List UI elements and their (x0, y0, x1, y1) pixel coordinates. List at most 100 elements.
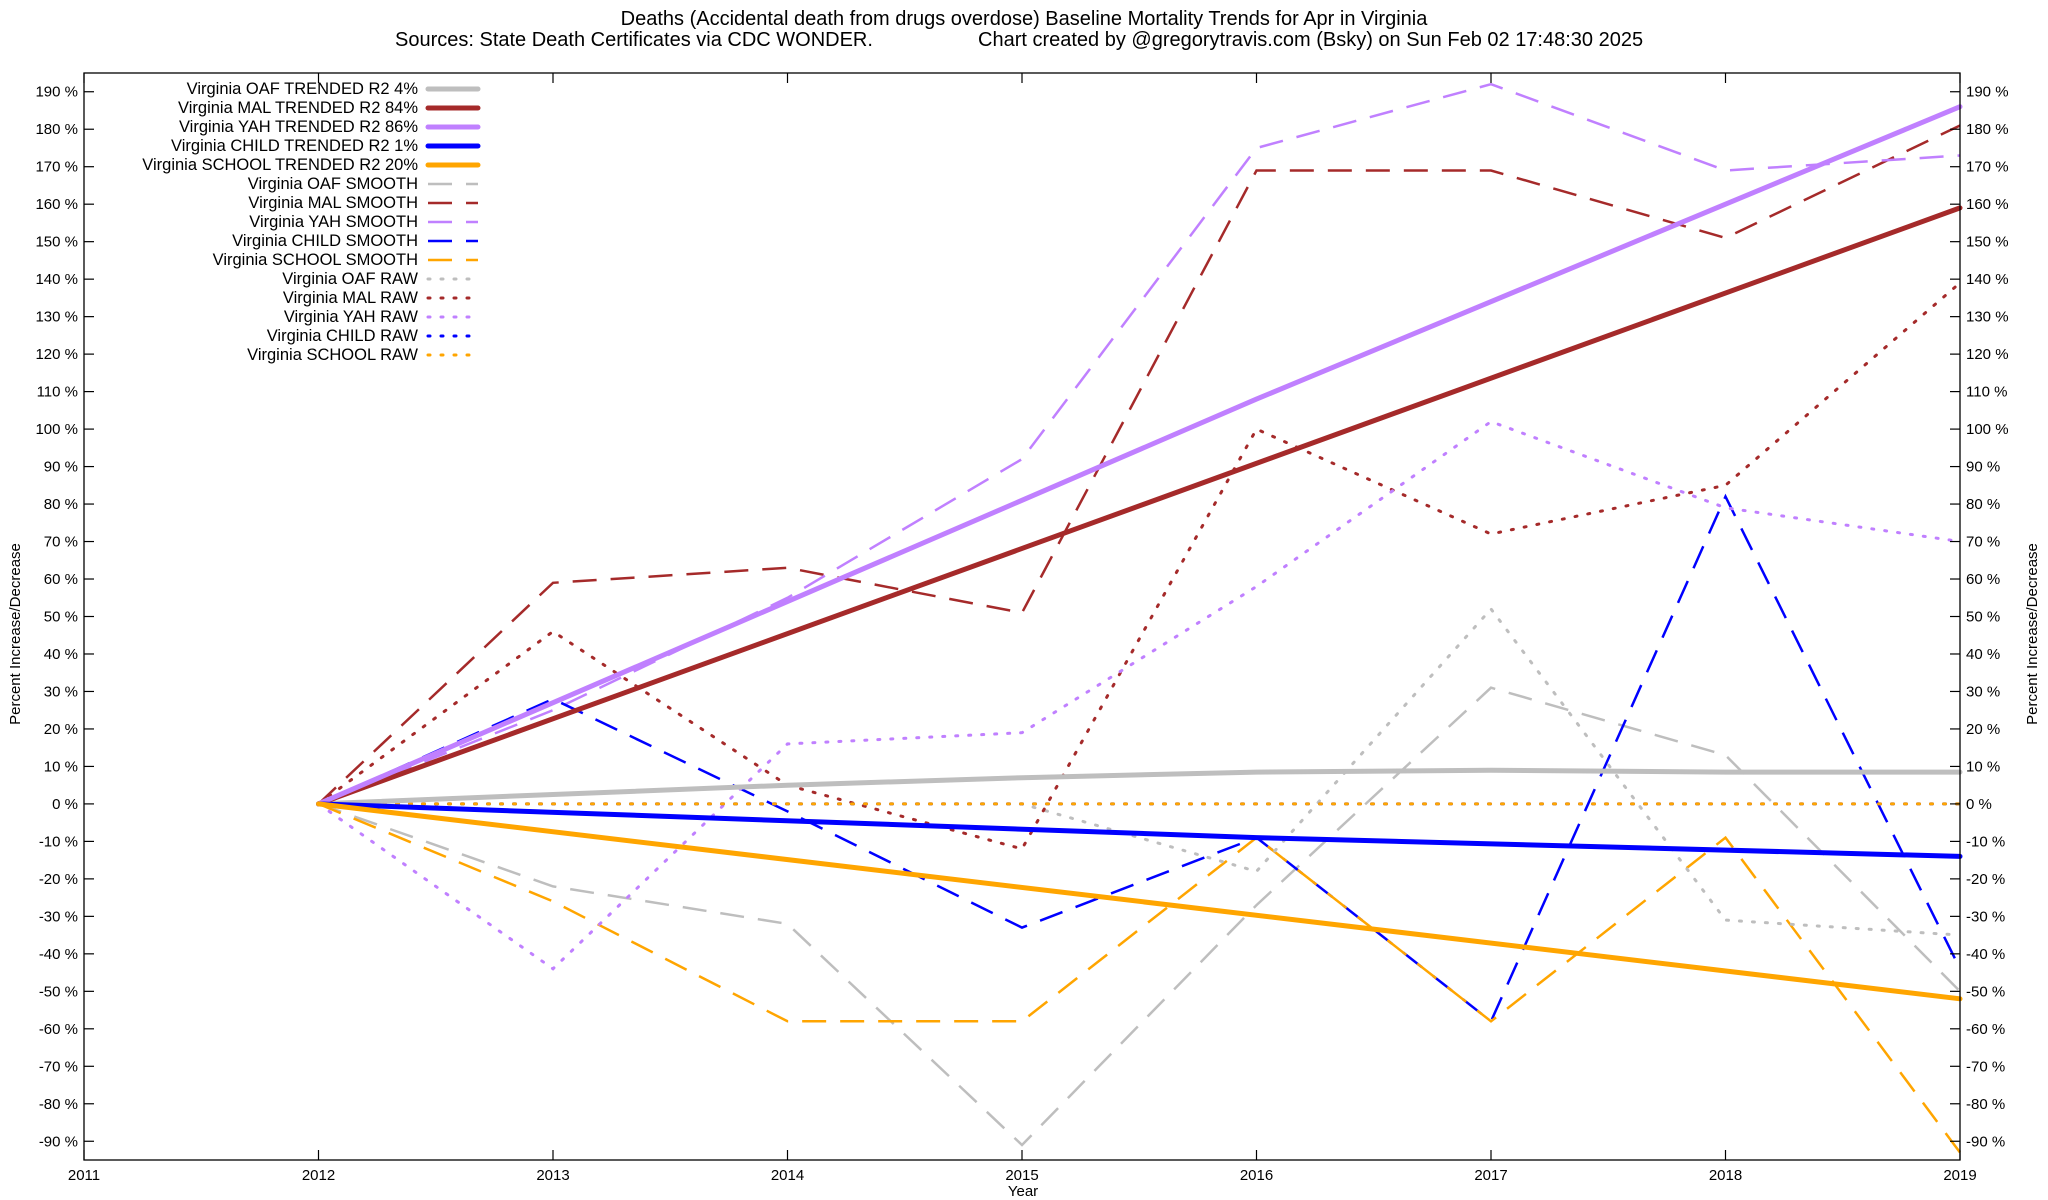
y-tick-label-right: -40 % (1966, 946, 2005, 963)
y-tick-label-right: 140 % (1966, 271, 2009, 288)
legend-label-virginia-mal-raw: Virginia MAL RAW (283, 289, 419, 307)
y-tick-label-left: -60 % (39, 1021, 78, 1038)
y-tick-label-left: 160 % (35, 196, 78, 213)
x-tick-label: 2014 (771, 1167, 804, 1184)
legend-label-virginia-child-raw: Virginia CHILD RAW (267, 327, 419, 345)
y-tick-label-right: 20 % (1966, 721, 2000, 738)
plot-area (316, 82, 1963, 1154)
y-tick-label-left: 140 % (35, 271, 78, 288)
legend-label-virginia-child-smooth: Virginia CHILD SMOOTH (232, 232, 418, 250)
y-tick-label-left: 130 % (35, 309, 78, 326)
x-tick-label: 2016 (1240, 1167, 1273, 1184)
legend-label-virginia-mal-smooth: Virginia MAL SMOOTH (248, 194, 418, 212)
y-tick-label-left: 120 % (35, 346, 78, 363)
y-tick-label-right: 160 % (1966, 196, 2009, 213)
series-line-virginia-mal-trended-r2-84 (316, 205, 1963, 807)
legend-label-virginia-mal-trended-r2-84: Virginia MAL TRENDED R2 84% (178, 99, 418, 117)
series-line-virginia-school-trended-r2-20 (316, 801, 1963, 1002)
legend-label-virginia-yah-smooth: Virginia YAH SMOOTH (249, 213, 418, 231)
y-tick-label-left: 0 % (52, 796, 78, 813)
y-tick-label-right: 170 % (1966, 159, 2009, 176)
y-tick-label-right: -50 % (1966, 983, 2005, 1000)
y-tick-label-left: 100 % (35, 421, 78, 438)
y-tick-label-right: -70 % (1966, 1058, 2005, 1075)
y-tick-label-left: 50 % (44, 609, 78, 626)
y-tick-label-right: 70 % (1966, 534, 2000, 551)
y-tick-label-right: -60 % (1966, 1021, 2005, 1038)
y-tick-label-right: -20 % (1966, 871, 2005, 888)
y-tick-label-left: 40 % (44, 646, 78, 663)
y-tick-label-right: 30 % (1966, 683, 2000, 700)
y-tick-label-left: -30 % (39, 908, 78, 925)
x-tick-label: 2011 (68, 1167, 100, 1184)
y-tick-label-right: 110 % (1966, 384, 2007, 401)
y-tick-label-right: 100 % (1966, 421, 2009, 438)
legend-label-virginia-oaf-trended-r2-4: Virginia OAF TRENDED R2 4% (187, 80, 419, 98)
series-line-virginia-mal-raw (317, 281, 1962, 851)
legend-label-virginia-school-smooth: Virginia SCHOOL SMOOTH (213, 251, 418, 269)
y-tick-label-left: 60 % (44, 571, 78, 588)
series-line-virginia-school-smooth (318, 802, 1962, 1154)
legend-label-virginia-yah-raw: Virginia YAH RAW (284, 308, 419, 326)
chart-credit-text: Chart created by @gregorytravis.com (Bsk… (978, 29, 1643, 51)
legend-label-virginia-school-raw: Virginia SCHOOL RAW (247, 346, 418, 364)
legend-label-virginia-school-trended-r2-20: Virginia SCHOOL TRENDED R2 20% (142, 156, 418, 174)
y-tick-label-right: -90 % (1966, 1133, 2005, 1150)
y-tick-label-left: -90 % (39, 1133, 78, 1150)
y-tick-label-right: -30 % (1966, 908, 2005, 925)
series-line-virginia-child-smooth (317, 493, 1962, 1024)
y-tick-label-left: 150 % (35, 234, 78, 251)
y-tick-label-right: 60 % (1966, 571, 2000, 588)
y-tick-label-left: -80 % (39, 1096, 78, 1113)
y-tick-label-right: -80 % (1966, 1096, 2005, 1113)
series-line-virginia-oaf-trended-r2-4 (316, 767, 1963, 807)
y-tick-label-left: -10 % (39, 833, 78, 850)
y-axis-label-right: Percent Increase/Decrease (2024, 543, 2041, 725)
y-tick-label-left: 70 % (44, 534, 78, 551)
y-tick-label-right: 40 % (1966, 646, 2000, 663)
y-tick-label-right: 90 % (1966, 459, 2000, 476)
y-tick-label-left: 90 % (44, 459, 78, 476)
axis-ticks: 190 % 190 % 180 % 180 % 170 % 170 % 160 % 160 %… (35, 73, 2009, 1184)
y-tick-label-left: 110 % (37, 384, 78, 401)
series-line-virginia-yah-raw (317, 419, 1962, 971)
legend-label-virginia-oaf-smooth: Virginia OAF SMOOTH (248, 175, 418, 193)
chart-sources-text: Sources: State Death Certificates via CD… (395, 29, 873, 51)
y-tick-label-left: -20 % (39, 871, 78, 888)
legend: Virginia OAF TRENDED R2 4%Virginia MAL T… (142, 80, 481, 364)
legend-label-virginia-child-trended-r2-1: Virginia CHILD TRENDED R2 1% (171, 137, 418, 155)
y-tick-label-left: 80 % (44, 496, 78, 513)
legend-label-virginia-yah-trended-r2-86: Virginia YAH TRENDED R2 86% (179, 118, 418, 136)
y-tick-label-right: 50 % (1966, 609, 2000, 626)
y-tick-label-left: 20 % (44, 721, 78, 738)
y-tick-label-right: 130 % (1966, 309, 2009, 326)
y-tick-label-left: 10 % (44, 758, 78, 775)
y-tick-label-right: 0 % (1966, 796, 1992, 813)
x-tick-label: 2012 (302, 1167, 335, 1184)
y-tick-label-left: -50 % (39, 983, 78, 1000)
y-tick-label-right: -10 % (1966, 833, 2005, 850)
y-tick-label-right: 80 % (1966, 496, 2000, 513)
y-tick-label-left: 180 % (35, 121, 78, 138)
x-tick-label: 2013 (536, 1167, 569, 1184)
x-axis-label: Year (1008, 1183, 1038, 1200)
y-tick-label-right: 150 % (1966, 234, 2009, 251)
y-tick-label-right: 180 % (1966, 121, 2009, 138)
series-line-virginia-yah-trended-r2-86 (316, 104, 1963, 807)
y-tick-label-left: 170 % (35, 159, 78, 176)
x-tick-label: 2019 (1943, 1167, 1976, 1184)
y-axis-label-left: Percent Increase/Decrease (7, 543, 24, 725)
y-tick-label-right: 190 % (1966, 84, 2009, 101)
series-line-virginia-child-trended-r2-1 (316, 801, 1963, 859)
y-tick-label-right: 10 % (1966, 758, 2000, 775)
y-tick-label-left: -70 % (39, 1058, 78, 1075)
x-tick-label: 2017 (1474, 1167, 1507, 1184)
series-line-virginia-oaf-smooth (318, 686, 1961, 1147)
y-tick-label-left: -40 % (39, 946, 78, 963)
y-tick-label-left: 190 % (35, 84, 78, 101)
legend-label-virginia-oaf-raw: Virginia OAF RAW (282, 270, 418, 288)
series-line-virginia-mal-smooth (317, 124, 1961, 805)
y-tick-label-right: 120 % (1966, 346, 2009, 363)
x-tick-label: 2015 (1005, 1167, 1038, 1184)
